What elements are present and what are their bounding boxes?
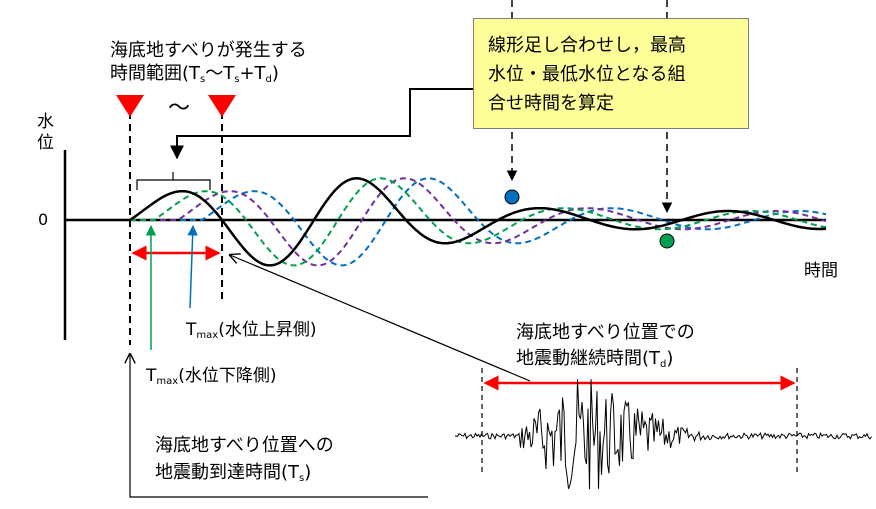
wave-green	[130, 177, 827, 267]
tmax-up-label: Tmax(水位上昇側)	[186, 320, 317, 341]
callout-line-2: 水位・最低水位となる組	[488, 64, 686, 85]
x-axis-label: 時間	[804, 261, 838, 281]
arrival-label-line1: 海底地すべり位置への	[155, 435, 334, 456]
wave-combined	[129, 177, 827, 267]
arrival-label-line2: 地震動到達時間(Ts)	[155, 462, 312, 484]
wave-group	[129, 177, 827, 267]
range-label-line1: 海底地すべりが発生する	[110, 40, 307, 61]
zero-label: 0	[38, 210, 49, 229]
tmax-down-label: Tmax(水位下降側)	[146, 366, 277, 387]
calculation-callout-box: 線形足し合わせし，最高 水位・最低水位となる組 合せ時間を算定	[473, 18, 749, 129]
tilde-label: 〜	[168, 96, 191, 121]
start-triangle-marker	[116, 95, 144, 117]
max-level-marker	[504, 189, 520, 205]
duration-pointer-arrow	[230, 255, 531, 382]
duration-label-line2: 地震動継続時間(Td)	[516, 348, 674, 370]
tmax-up-arrow	[187, 224, 198, 309]
callout-line-3: 合せ時間を算定	[488, 93, 614, 114]
y-axis-label-2: 位	[37, 133, 54, 153]
callout-connector	[170, 88, 473, 160]
wave-blue	[130, 177, 827, 267]
range-label-line2: 時間範囲(Ts〜Ts+Td)	[110, 63, 279, 85]
y-axis-label-1: 水	[37, 112, 54, 132]
end-triangle-marker	[208, 95, 236, 117]
wave-purple	[130, 177, 827, 267]
min-level-marker	[659, 233, 675, 249]
arrival-pointer-arrow	[130, 354, 428, 498]
seismogram-trace	[454, 379, 872, 490]
range-bracket	[136, 172, 211, 190]
duration-label-line1: 海底地すべり位置での	[516, 322, 695, 343]
callout-line-1: 線形足し合わせし，最高	[488, 35, 686, 56]
